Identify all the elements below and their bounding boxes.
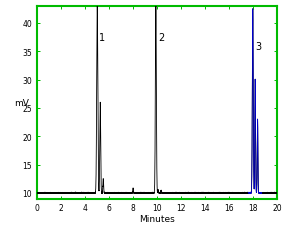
Y-axis label: mV: mV [14,98,29,107]
Text: 3: 3 [255,41,261,51]
Text: 1: 1 [99,33,105,43]
X-axis label: Minutes: Minutes [140,214,175,223]
Text: 2: 2 [158,33,164,43]
